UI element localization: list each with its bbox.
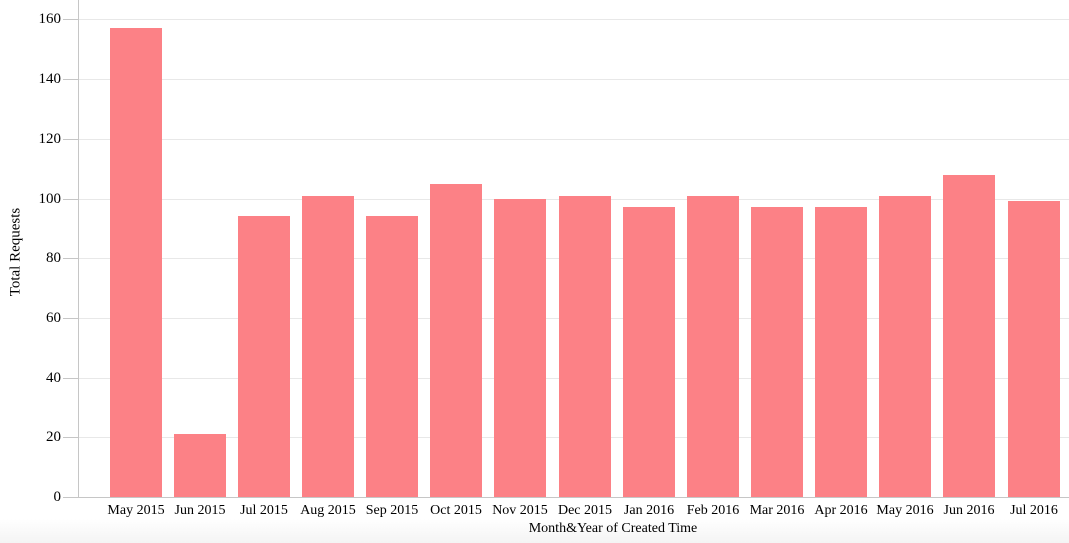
x-tick-label-jul-2015: Jul 2015: [240, 503, 288, 518]
y-tick-label-80: 80: [46, 250, 61, 266]
y-tick-label-120: 120: [38, 131, 62, 147]
x-axis-title: Month&Year of Created Time: [528, 521, 698, 536]
x-tick-label-apr-2016: Apr 2016: [814, 503, 868, 518]
gridline-140: [78, 79, 1069, 80]
page-bottom-edge: [0, 519, 1069, 543]
bar-jan-2016[interactable]: [623, 207, 675, 497]
x-tick-label-jun-2015: Jun 2015: [174, 503, 226, 518]
x-tick-label-dec-2015: Dec 2015: [557, 503, 613, 518]
x-tick-label-jan-2016: Jan 2016: [623, 503, 675, 518]
plot-area: [78, 0, 1069, 497]
x-tick-label-jun-2016: Jun 2016: [943, 503, 995, 518]
bar-oct-2015[interactable]: [430, 184, 482, 497]
bar-dec-2015[interactable]: [559, 196, 611, 497]
y-tick-mark-80: [63, 258, 78, 259]
y-tick-mark-160: [63, 19, 78, 20]
x-tick-label-jul-2016: Jul 2016: [1010, 503, 1058, 518]
x-axis-line: [63, 497, 1069, 498]
bar-feb-2016[interactable]: [687, 196, 739, 497]
bar-mar-2016[interactable]: [751, 207, 803, 497]
bar-aug-2015[interactable]: [302, 196, 354, 497]
y-tick-label-0: 0: [53, 489, 62, 505]
bar-nov-2015[interactable]: [494, 199, 546, 497]
gridline-160: [78, 19, 1069, 20]
bar-may-2015[interactable]: [110, 28, 162, 497]
bar-jun-2015[interactable]: [174, 434, 226, 497]
y-tick-mark-120: [63, 139, 78, 140]
bar-sep-2015[interactable]: [366, 216, 418, 497]
y-tick-label-60: 60: [46, 310, 61, 326]
x-tick-label-sep-2015: Sep 2015: [365, 503, 419, 518]
y-tick-mark-20: [63, 437, 78, 438]
x-tick-label-nov-2015: Nov 2015: [492, 503, 548, 518]
y-tick-label-20: 20: [46, 429, 61, 445]
y-tick-label-100: 100: [38, 191, 62, 207]
y-tick-mark-40: [63, 378, 78, 379]
x-tick-label-mar-2016: Mar 2016: [749, 503, 805, 518]
bar-apr-2016[interactable]: [815, 207, 867, 497]
bar-jul-2015[interactable]: [238, 216, 290, 497]
y-tick-label-160: 160: [38, 11, 62, 27]
gridline-120: [78, 139, 1069, 140]
y-tick-mark-100: [63, 199, 78, 200]
bar-jun-2016[interactable]: [943, 175, 995, 497]
x-tick-label-may-2016: May 2016: [876, 503, 934, 518]
x-tick-label-may-2015: May 2015: [107, 503, 165, 518]
x-tick-label-oct-2015: Oct 2015: [430, 503, 482, 518]
bar-jul-2016[interactable]: [1008, 201, 1060, 497]
x-tick-label-aug-2015: Aug 2015: [300, 503, 356, 518]
x-tick-label-feb-2016: Feb 2016: [686, 503, 740, 518]
y-tick-mark-60: [63, 318, 78, 319]
y-tick-label-40: 40: [46, 370, 61, 386]
bar-may-2016[interactable]: [879, 196, 931, 497]
y-tick-mark-140: [63, 79, 78, 80]
y-tick-mark-0: [63, 497, 78, 498]
y-tick-label-140: 140: [38, 71, 62, 87]
y-axis-line: [78, 0, 79, 497]
